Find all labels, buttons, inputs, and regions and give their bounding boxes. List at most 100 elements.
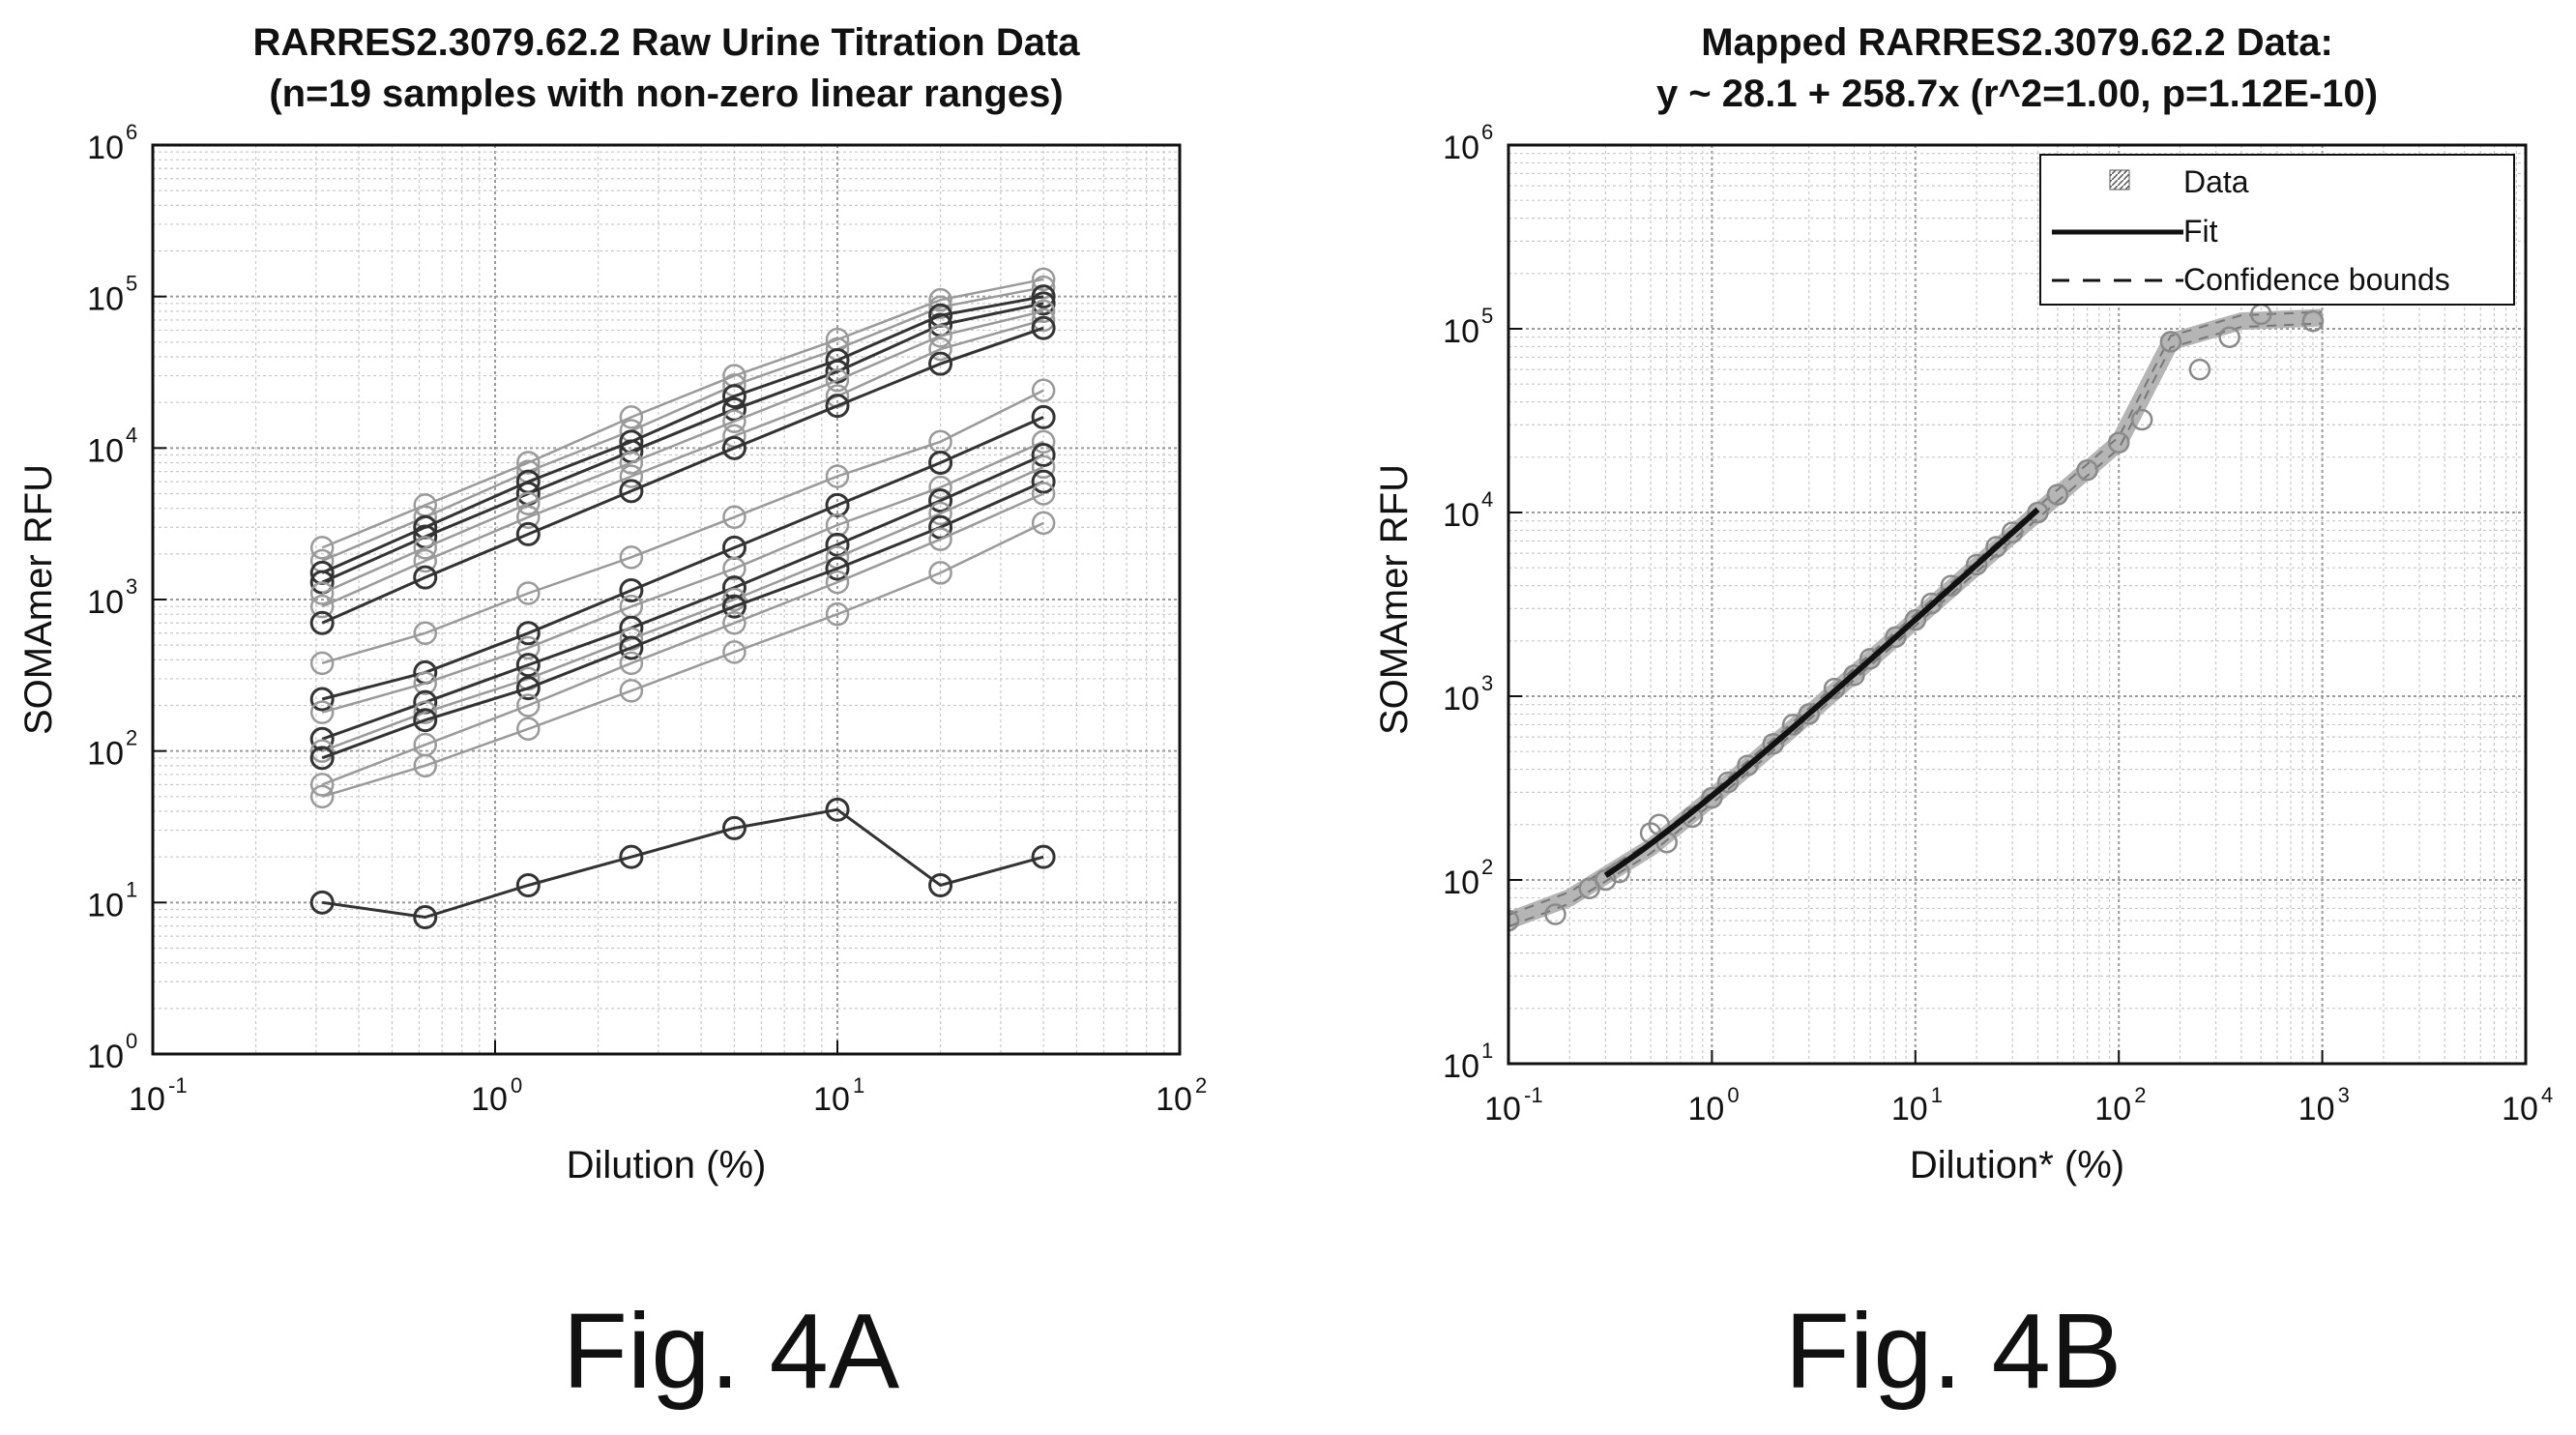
panel-a-ticks: 10 -1 10 0 10 1 10 210 010 110 210 310 410 510 6 (87, 120, 1207, 1118)
panel-a-data-point (1031, 378, 1056, 403)
panel-a-data-point (515, 653, 541, 678)
panel-a-data-point (413, 536, 437, 560)
panel-b-y-tick-label: 10 (1443, 1048, 1479, 1085)
panel-a-series-line (321, 480, 1044, 760)
panel-a-data-point (1031, 291, 1056, 316)
panel-b-y-axis-label: SOMAmer RFU (1373, 464, 1416, 735)
panel-b-fit-line (1603, 507, 2040, 878)
panel-a-series-line (321, 521, 1044, 798)
panel-b-x-tick-label: 10 (2502, 1091, 2538, 1128)
panel-a-data-point (928, 514, 953, 540)
panel-a-series-line (321, 285, 1044, 563)
panel-b-x-tick-exponent: -1 (1524, 1083, 1543, 1107)
panel-b-data-point (2188, 358, 2211, 381)
panel-a-data-point (721, 435, 746, 460)
panel-b-data-point (1544, 903, 1566, 925)
panel-a-data-point (1031, 429, 1056, 454)
panel-a-data-point (825, 368, 850, 393)
panel-a-data-point (1031, 454, 1056, 480)
panel-b-x-tick-label: 10 (1687, 1091, 1724, 1128)
legend-data-swatch (2109, 169, 2130, 190)
panel-a-data-point (722, 505, 746, 530)
panel-b-data-point (2159, 331, 2182, 353)
panel-a-data-point (619, 627, 644, 651)
panel-b-x-tick-exponent: 0 (1727, 1083, 1739, 1107)
panel-a-data-point (309, 687, 335, 712)
panel-a-data-point (928, 337, 952, 362)
panel-b-y-tick-label: 10 (1443, 130, 1479, 166)
panel-a-series (309, 267, 1056, 930)
panel-a-y-tick-exponent: 4 (126, 423, 137, 447)
panel-a-y-tick-exponent: 3 (126, 574, 137, 599)
panel-a-data-point (825, 464, 850, 488)
panel-b-data-point (2107, 431, 2130, 454)
panel-b-y-tick-exponent: 2 (1481, 855, 1493, 879)
panel-b-x-tick-exponent: 3 (2338, 1083, 2350, 1107)
panel-a-data-point (1031, 315, 1056, 340)
panel-a-x-tick-label: 10 (1156, 1081, 1192, 1118)
panel-a-data-point (516, 717, 541, 742)
panel-b-y-tick-label: 10 (1443, 864, 1479, 901)
panel-a-data-point (309, 581, 335, 605)
panel-a-series-line (321, 278, 1044, 549)
panel-b-data-point (1762, 733, 1784, 755)
panel-a-y-tick-label: 10 (87, 281, 124, 318)
panel-b-data-point (2027, 501, 2049, 524)
panel-a-data-point (928, 351, 953, 376)
panel-a-x-tick-exponent: 2 (1195, 1073, 1207, 1098)
panel-a-data-point (309, 594, 335, 619)
panel-a-series-line (321, 492, 1044, 786)
panel-a-data-point (722, 611, 746, 635)
panel-a-data-point (1031, 299, 1056, 324)
panel-a-data-point (413, 905, 438, 930)
panel-b-data-point (1798, 703, 1821, 725)
panel-a-y-tick-exponent: 1 (126, 877, 137, 901)
panel-a-x-tick-label: 10 (129, 1081, 165, 1118)
panel-a-series-line (321, 454, 1044, 741)
legend-entry-data: Data (2183, 164, 2249, 199)
panel-b-data-point (1940, 574, 1963, 597)
panel-a-series-line (321, 309, 1044, 595)
panel-a-data-point (1031, 443, 1056, 468)
panel-a-data-point (1031, 404, 1056, 429)
panel-a-data-point (721, 594, 746, 619)
panel-b-data-point (1859, 647, 1882, 670)
panel-a-data-point (825, 797, 850, 822)
panel-b-y-tick-exponent: 4 (1481, 487, 1493, 512)
panel-a-x-tick-label: 10 (471, 1081, 508, 1118)
panel-b-data-point (1985, 536, 2007, 558)
panel-a-data-point (309, 726, 335, 751)
panel-a-y-tick-label: 10 (87, 584, 124, 621)
panel-a-y-tick-exponent: 0 (126, 1029, 137, 1053)
panel-b-x-tick-label: 10 (2094, 1091, 2131, 1128)
panel-b-y-tick-label: 10 (1443, 497, 1479, 534)
panel-a-data-point (928, 295, 952, 319)
panel-a-series-line (321, 318, 1044, 608)
panel-a-data-point (722, 409, 746, 433)
panel-a-data-point (515, 621, 541, 646)
panel-a-series-line (321, 807, 1044, 920)
panel-a-data-point (516, 491, 541, 516)
panel-a-data-point (413, 708, 438, 733)
panel-a-data-point (1031, 511, 1056, 536)
panel-a-data-point (825, 570, 850, 595)
panel-b-x-tick-label: 10 (2298, 1091, 2335, 1128)
panel-a-caption: Fig. 4A (563, 1292, 900, 1411)
panel-a-data-point (825, 492, 850, 517)
panel-a-data-point (928, 561, 952, 585)
panel-b-data-point (1781, 714, 1804, 736)
panel-b-data-point (2046, 483, 2069, 506)
panel-a-chart: 10 -1 10 0 10 1 10 210 010 110 210 310 410 510 6 RARRE… (17, 21, 1207, 1411)
panel-a-y-tick-label: 10 (87, 887, 124, 923)
panel-a-data-point (413, 700, 437, 724)
panel-a-y-tick-exponent: 2 (126, 726, 137, 750)
panel-a-data-point (515, 676, 541, 701)
panel-a-data-point (619, 635, 644, 660)
panel-a-data-point (1031, 308, 1056, 333)
panel-a-data-point (825, 359, 850, 384)
panel-a-data-point (722, 556, 746, 581)
panel-a-data-point (721, 815, 746, 840)
panel-b-data-point (1701, 786, 1723, 809)
panel-a-data-point (515, 872, 541, 897)
panel-b-x-tick-exponent: 2 (2134, 1083, 2146, 1107)
